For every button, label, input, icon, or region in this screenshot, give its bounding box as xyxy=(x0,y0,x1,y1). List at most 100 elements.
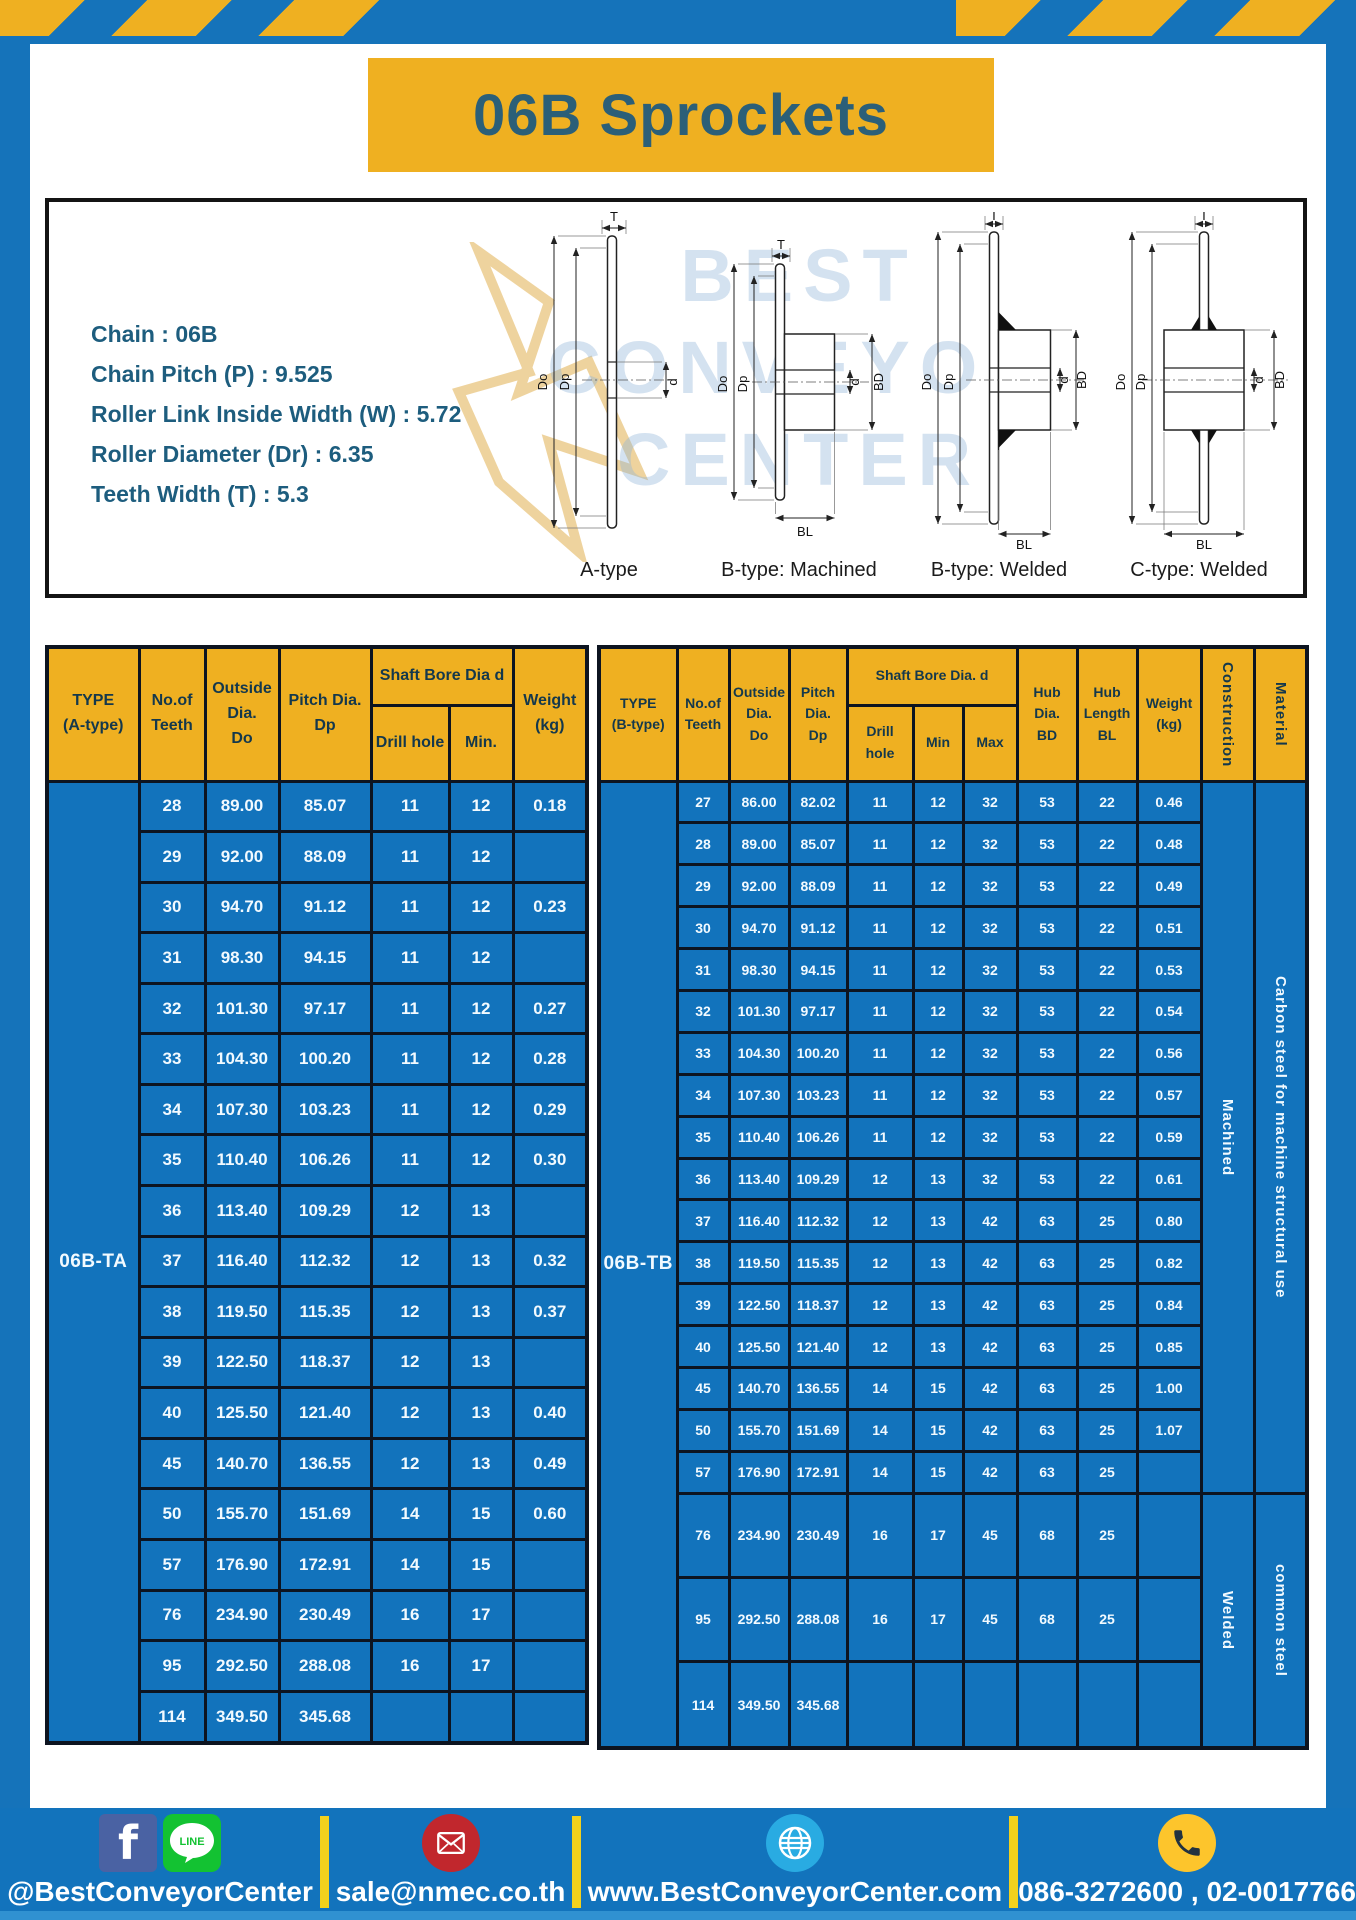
weight-cell: 0.49 xyxy=(1135,863,1203,909)
hub-dia-cell: 53 xyxy=(1015,905,1079,951)
footer-email-section: sale@nmec.co.th xyxy=(329,1808,572,1920)
pitch-dia-cell: 172.91 xyxy=(787,1449,849,1495)
teeth-cell: 32 xyxy=(675,988,731,1034)
pitch-dia-cell: 88.09 xyxy=(277,830,373,884)
svg-text:BL: BL xyxy=(797,524,813,539)
outside-dia-cell: 176.90 xyxy=(727,1449,791,1495)
header-teeth: No.of Teeth xyxy=(137,645,207,783)
svg-text:d: d xyxy=(665,378,680,385)
teeth-cell: 76 xyxy=(137,1588,207,1643)
pitch-dia-cell: 100.20 xyxy=(277,1032,373,1086)
header-type: TYPE (A-type) xyxy=(45,645,141,783)
table-row: 95 292.50 288.08 16 17 45 68 25 xyxy=(599,1575,1307,1664)
min-cell: 13 xyxy=(447,1234,515,1289)
construction-cell: Welded xyxy=(1199,1491,1256,1750)
teeth-cell: 31 xyxy=(137,931,207,985)
spec-line: Roller Diameter (Dr) : 6.35 xyxy=(91,441,374,467)
max-cell: 32 xyxy=(961,821,1019,867)
max-cell: 32 xyxy=(961,1156,1019,1202)
min-cell: 17 xyxy=(911,1575,965,1664)
hub-dia-cell: 53 xyxy=(1015,1114,1079,1160)
teeth-cell: 33 xyxy=(675,1030,731,1076)
max-cell: 32 xyxy=(961,863,1019,909)
svg-text:LINE: LINE xyxy=(179,1836,204,1848)
drill-hole-cell: 11 xyxy=(845,1030,915,1076)
pitch-dia-cell: 121.40 xyxy=(787,1324,849,1369)
pitch-dia-cell: 121.40 xyxy=(277,1386,373,1440)
outside-dia-cell: 122.50 xyxy=(203,1335,281,1390)
weight-cell: 0.48 xyxy=(1135,821,1203,867)
teeth-cell: 45 xyxy=(675,1365,731,1411)
pitch-dia-cell: 118.37 xyxy=(277,1335,373,1390)
header-shaft-bore: Shaft Bore Dia. d xyxy=(845,645,1019,707)
drill-hole-cell: 11 xyxy=(845,988,915,1034)
outside-dia-cell: 107.30 xyxy=(203,1082,281,1137)
teeth-cell: 28 xyxy=(675,821,731,867)
table-row: 06B-TA 28 89.00 85.07 11 12 0.18 xyxy=(45,779,589,1745)
header-min: Min. xyxy=(447,703,515,783)
outside-dia-cell: 140.70 xyxy=(727,1365,791,1411)
teeth-cell: 50 xyxy=(137,1487,207,1541)
table-row: 38 119.50 115.35 12 13 0.37 xyxy=(47,1285,589,1339)
footer-social-section: f LINE @BestConveyorCenter xyxy=(0,1808,320,1920)
header-pitch-dia: Pitch Dia. Dp xyxy=(787,645,849,783)
spec-line: Roller Link Inside Width (W) : 5.72 xyxy=(91,401,462,427)
outside-dia-cell: 176.90 xyxy=(203,1537,281,1592)
type-cell: 06B-TA xyxy=(45,779,141,1745)
table-row: 50 155.70 151.69 14 15 42 63 25 1.07 xyxy=(599,1407,1307,1453)
outside-dia-cell: 94.70 xyxy=(203,880,281,935)
drill-hole-cell: 12 xyxy=(845,1324,915,1369)
footer-website-section: www.BestConveyorCenter.com xyxy=(581,1808,1009,1920)
outside-dia-cell: 92.00 xyxy=(727,863,791,909)
pitch-dia-cell: 115.35 xyxy=(787,1240,849,1286)
outside-dia-cell: 104.30 xyxy=(203,1032,281,1086)
weight-cell: 0.30 xyxy=(511,1133,589,1187)
weight-cell: 0.57 xyxy=(1135,1072,1203,1118)
min-cell: 13 xyxy=(911,1282,965,1328)
weight-cell: 0.49 xyxy=(511,1436,589,1491)
weight-cell xyxy=(511,1335,589,1390)
header-max: Max xyxy=(961,703,1019,783)
table-row: 40 125.50 121.40 12 13 42 63 25 0.85 xyxy=(599,1324,1307,1369)
min-cell: 15 xyxy=(447,1537,515,1592)
weight-cell xyxy=(511,931,589,985)
table-row: 31 98.30 94.15 11 12 xyxy=(47,931,589,985)
svg-text:Do: Do xyxy=(715,376,730,393)
drill-hole-cell: 11 xyxy=(369,880,451,935)
min-cell: 12 xyxy=(447,779,515,834)
max-cell xyxy=(961,1660,1019,1750)
drill-hole-cell: 14 xyxy=(369,1537,451,1592)
max-cell: 42 xyxy=(961,1324,1019,1369)
min-cell xyxy=(447,1689,515,1745)
pitch-dia-cell: 109.29 xyxy=(787,1156,849,1202)
weight-cell xyxy=(511,1537,589,1592)
min-cell: 13 xyxy=(447,1386,515,1440)
weight-cell: 0.80 xyxy=(1135,1198,1203,1244)
max-cell: 32 xyxy=(961,779,1019,825)
max-cell: 32 xyxy=(961,947,1019,992)
weight-cell xyxy=(511,1588,589,1643)
drill-hole-cell: 11 xyxy=(369,981,451,1036)
table-row: 30 94.70 91.12 11 12 32 53 22 0.51 xyxy=(599,905,1307,951)
a-type-table-body: 06B-TA 28 89.00 85.07 11 12 0.18 29 92.00 88.09 11… xyxy=(45,779,589,1745)
table-row: 37 116.40 112.32 12 13 0.32 xyxy=(47,1234,589,1289)
header-type: TYPE (B-type) xyxy=(597,645,679,783)
table-row: 30 94.70 91.12 11 12 0.23 xyxy=(47,880,589,935)
table-row: 29 92.00 88.09 11 12 32 53 22 0.49 xyxy=(599,863,1307,909)
svg-text:d: d xyxy=(847,378,862,385)
hub-dia-cell: 68 xyxy=(1015,1491,1079,1579)
drill-hole-cell: 11 xyxy=(369,931,451,985)
footer-phones: 086-3272600 , 02-0017766 xyxy=(1018,1876,1356,1907)
drill-hole-cell: 12 xyxy=(845,1240,915,1286)
outside-dia-cell: 110.40 xyxy=(203,1133,281,1187)
diagram-caption: C-type: Welded xyxy=(1130,559,1268,581)
min-cell: 12 xyxy=(911,1114,965,1160)
outside-dia-cell: 98.30 xyxy=(203,931,281,985)
outside-dia-cell: 155.70 xyxy=(727,1407,791,1453)
weight-cell xyxy=(1135,1575,1203,1664)
table-row: 33 104.30 100.20 11 12 0.28 xyxy=(47,1032,589,1086)
construction-cell: Machined xyxy=(1199,779,1256,1495)
drill-hole-cell: 12 xyxy=(845,1198,915,1244)
svg-text:T: T xyxy=(1200,212,1208,223)
phone-icon xyxy=(1158,1814,1216,1872)
